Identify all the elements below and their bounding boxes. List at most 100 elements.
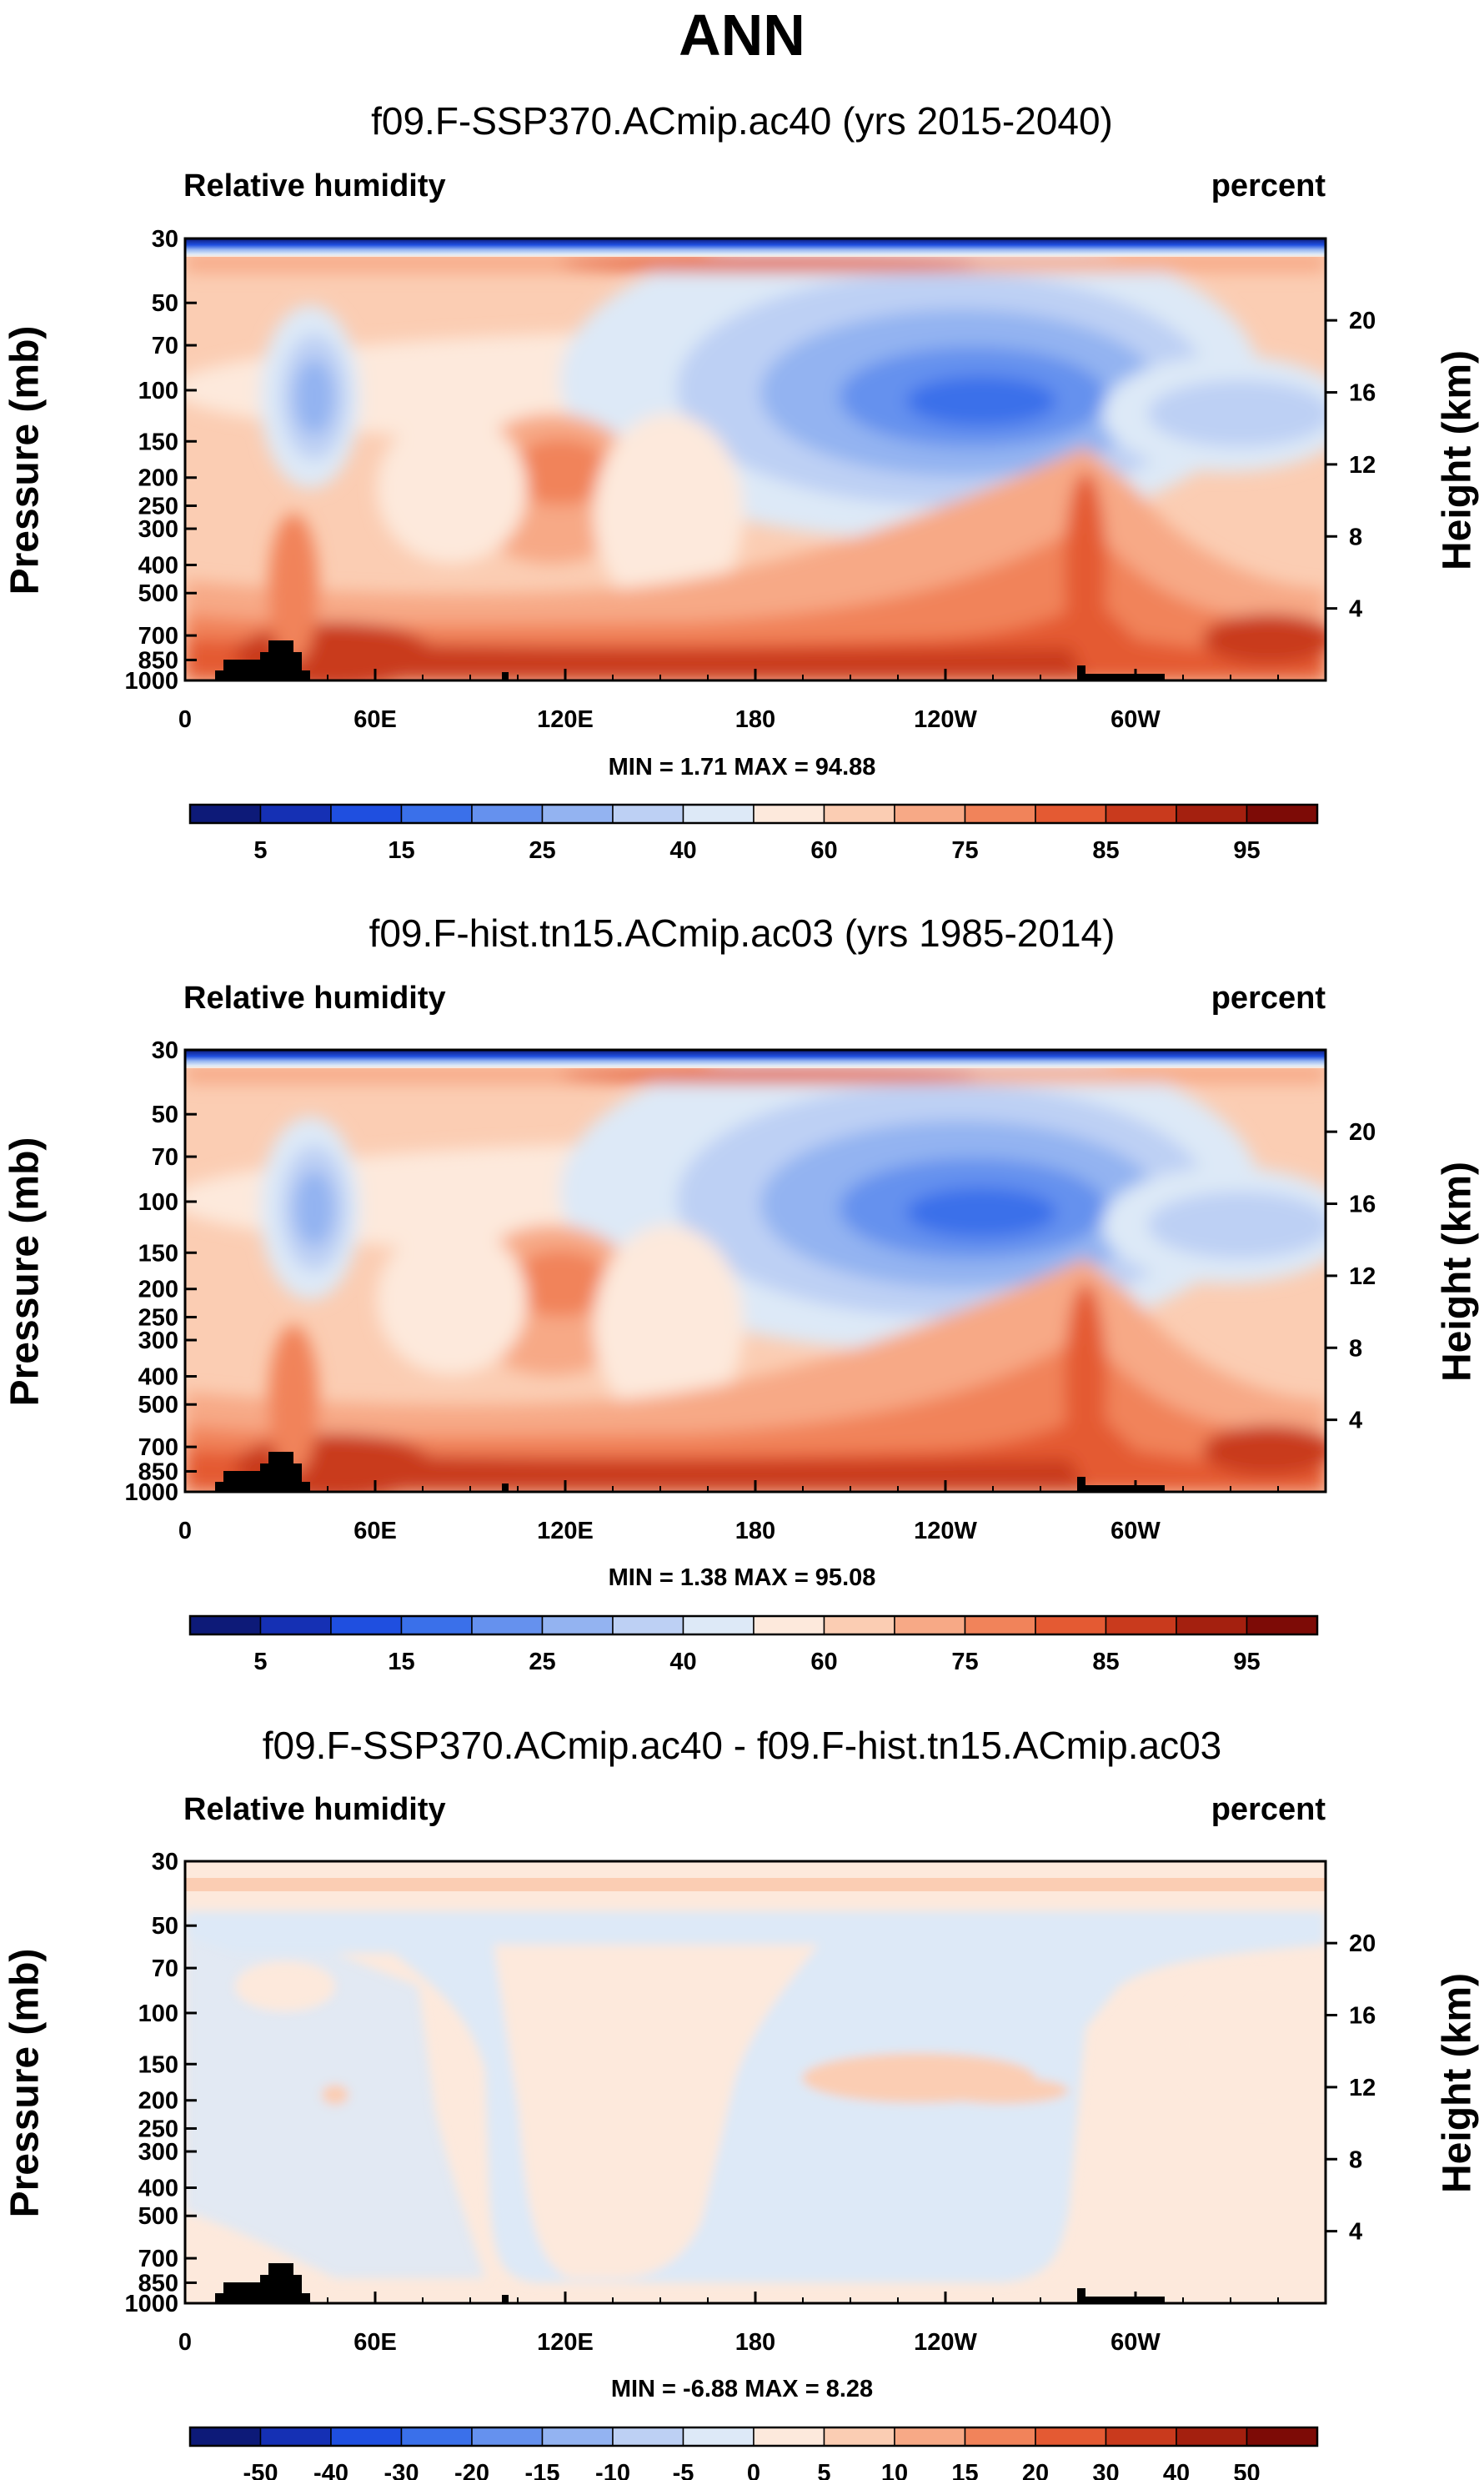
y-tick-label: 70: [152, 1144, 178, 1171]
y-tick-label: 1000: [124, 668, 178, 695]
y-right-tick-label: 12: [1349, 1263, 1376, 1290]
y-tick-label: 30: [152, 226, 178, 253]
y-tick-label: 50: [152, 290, 178, 317]
y-tick-label: 850: [138, 2270, 178, 2297]
y-right-tick-label: 20: [1349, 308, 1376, 334]
colorbar-box: [753, 1615, 825, 1635]
colorbar-label: -5: [673, 2460, 694, 2480]
colorbar-label: -20: [454, 2460, 489, 2480]
panel-2-field: [172, 1033, 1352, 1500]
panel-3-units-label: percent: [1211, 1792, 1326, 1827]
panel-1-field: [172, 222, 1352, 689]
y-right-tick-label: 4: [1349, 2219, 1362, 2246]
y-right-tick-label: 16: [1349, 380, 1376, 407]
y-tick-label: 30: [152, 1849, 178, 1875]
x-tick-label: 60E: [353, 1518, 397, 1544]
y-right-tick-label: 4: [1349, 1408, 1362, 1434]
colorbar-label: 15: [388, 837, 414, 864]
x-tick-label: 0: [178, 706, 192, 733]
colorbar-box: [259, 804, 332, 824]
colorbar-label: -50: [243, 2460, 278, 2480]
x-tick-label: 120W: [914, 706, 977, 733]
colorbar-label: 30: [1092, 2460, 1119, 2480]
colorbar-box: [330, 804, 403, 824]
x-tick-label: 120E: [537, 1518, 594, 1544]
y-right-tick-label: 8: [1349, 2146, 1362, 2173]
y-tick-label: 50: [152, 1913, 178, 1940]
colorbar-label: 25: [529, 1649, 555, 1675]
colorbar-label: 95: [1233, 1649, 1260, 1675]
colorbar-box: [330, 2427, 403, 2447]
y-right-tick-label: 20: [1349, 1930, 1376, 1957]
x-tick-label: 180: [735, 2329, 775, 2356]
y-right-tick-label: 20: [1349, 1119, 1376, 1146]
y-tick-label: 300: [138, 1328, 178, 1354]
panel-2-title: f09.F-hist.tn15.ACmip.ac03 (yrs 1985-201…: [368, 911, 1116, 955]
y-right-tick-label: 16: [1349, 1192, 1376, 1218]
y-tick-label: 70: [152, 333, 178, 359]
colorbar-box: [1246, 2427, 1318, 2447]
colorbar-label: 15: [951, 2460, 978, 2480]
panel-2-variable-label: Relative humidity: [183, 981, 446, 1016]
panel-1-units-label: percent: [1211, 168, 1326, 203]
colorbar-box: [612, 1615, 684, 1635]
y-right-tick-label: 8: [1349, 524, 1362, 550]
colorbar-label: 0: [747, 2460, 760, 2480]
y-tick-label: 250: [138, 493, 178, 520]
main-title: ANN: [679, 3, 805, 68]
x-tick-label: 60E: [353, 2329, 397, 2356]
y-tick-label: 700: [138, 623, 178, 650]
panel-1-title: f09.F-SSP370.ACmip.ac40 (yrs 2015-2040): [371, 99, 1113, 143]
colorbar-box: [259, 2427, 332, 2447]
y-right-tick-label: 16: [1349, 2003, 1376, 2030]
y-tick-label: 150: [138, 2051, 178, 2078]
colorbar-box: [541, 1615, 614, 1635]
panel-3-title: f09.F-SSP370.ACmip.ac40 - f09.F-hist.tn1…: [262, 1724, 1222, 1767]
colorbar-label: 60: [810, 837, 837, 864]
colorbar-box: [894, 2427, 966, 2447]
y-tick-label: 300: [138, 2139, 178, 2166]
x-tick-label: 120W: [914, 2329, 977, 2356]
colorbar-label: 40: [669, 837, 696, 864]
x-tick-label: 60W: [1110, 1518, 1161, 1544]
colorbar-box: [1035, 2427, 1107, 2447]
colorbar-label: 50: [1233, 2460, 1260, 2480]
y-right-tick-label: 12: [1349, 452, 1376, 479]
colorbar-box: [964, 1615, 1036, 1635]
colorbar-label: 95: [1233, 837, 1260, 864]
y-tick-label: 100: [138, 1189, 178, 1216]
panel-2-units-label: percent: [1211, 981, 1326, 1016]
colorbar-box: [612, 2427, 684, 2447]
y-tick-label: 200: [138, 2088, 178, 2115]
colorbar-label: 10: [881, 2460, 908, 2480]
colorbar-label: 20: [1022, 2460, 1049, 2480]
colorbar-box: [682, 2427, 755, 2447]
y-tick-label: 400: [138, 1364, 178, 1391]
y-tick-label: 300: [138, 516, 178, 543]
x-tick-label: 0: [178, 1518, 192, 1544]
colorbar-label: 60: [810, 1649, 837, 1675]
y-tick-label: 1000: [124, 1479, 178, 1506]
colorbar-label: -40: [313, 2460, 348, 2480]
colorbar-box: [259, 1615, 332, 1635]
colorbar-box: [1035, 804, 1107, 824]
colorbar-box: [894, 1615, 966, 1635]
panel-3-variable-label: Relative humidity: [183, 1792, 446, 1827]
x-tick-label: 120E: [537, 706, 594, 733]
colorbar-box: [189, 1615, 262, 1635]
colorbar-box: [823, 1615, 895, 1635]
x-tick-label: 180: [735, 1518, 775, 1544]
x-tick-label: 60E: [353, 706, 397, 733]
colorbar-box: [541, 2427, 614, 2447]
colorbar-box: [682, 804, 755, 824]
y-tick-label: 850: [138, 647, 178, 674]
colorbar-label: -15: [525, 2460, 560, 2480]
colorbar-box: [471, 1615, 544, 1635]
colorbar-box: [894, 804, 966, 824]
colorbar-label: -10: [595, 2460, 630, 2480]
colorbar-box: [823, 2427, 895, 2447]
colorbar-label: 75: [951, 837, 978, 864]
